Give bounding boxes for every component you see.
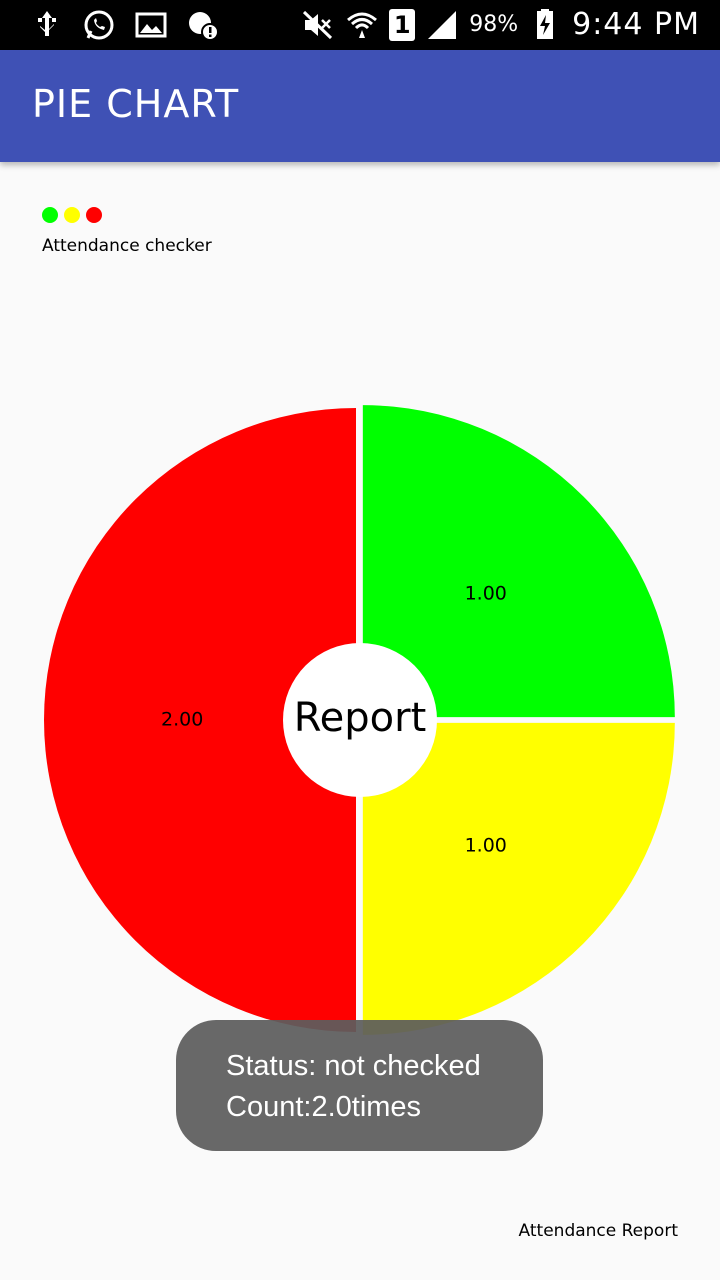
gallery-icon	[134, 8, 168, 42]
legend-description: Attendance checker	[42, 236, 212, 256]
status-left-icons	[30, 8, 220, 42]
chart-footer-description: Attendance Report	[518, 1221, 678, 1241]
pie-slice-2[interactable]	[362, 722, 675, 1035]
pie-chart-svg[interactable]: 1.00 1.00 2.00 Report	[0, 370, 720, 1070]
mute-icon	[301, 8, 335, 42]
toast-count-line: Count:2.0times	[226, 1091, 422, 1123]
pie-slice-label-1: 1.00	[465, 583, 507, 605]
battery-icon	[528, 8, 562, 42]
status-bar: 1 98% 9:44 PM	[0, 0, 720, 50]
pie-slice-3[interactable]	[44, 408, 356, 1032]
toast-status-line: Status: not checked	[226, 1050, 481, 1082]
legend-dot-3	[86, 207, 102, 223]
pie-slice-label-2: 1.00	[465, 834, 507, 856]
page-title: PIE CHART	[32, 82, 240, 126]
sync-alert-icon	[186, 8, 220, 42]
status-right-icons: 1 98% 9:44 PM	[301, 6, 700, 44]
pie-chart[interactable]: 1.00 1.00 2.00 Report	[0, 370, 720, 1070]
wifi-icon	[345, 8, 379, 42]
legend-dot-1	[42, 207, 58, 223]
usb-icon	[30, 8, 64, 42]
chart-legend	[42, 207, 102, 223]
pie-center-text: Report	[294, 695, 427, 741]
pie-slice-label-3: 2.00	[161, 709, 203, 731]
signal-icon	[425, 8, 459, 42]
clock: 9:44 PM	[572, 7, 700, 42]
app-bar: PIE CHART	[0, 50, 720, 162]
whatsapp-icon	[82, 8, 116, 42]
status-toast: Status: not checked Count:2.0times	[176, 1020, 543, 1151]
pie-center-hole	[283, 643, 437, 797]
battery-percent: 98%	[469, 12, 519, 37]
sim-icon: 1	[389, 9, 416, 41]
legend-dot-2	[64, 207, 80, 223]
pie-slice-1[interactable]	[362, 405, 675, 718]
